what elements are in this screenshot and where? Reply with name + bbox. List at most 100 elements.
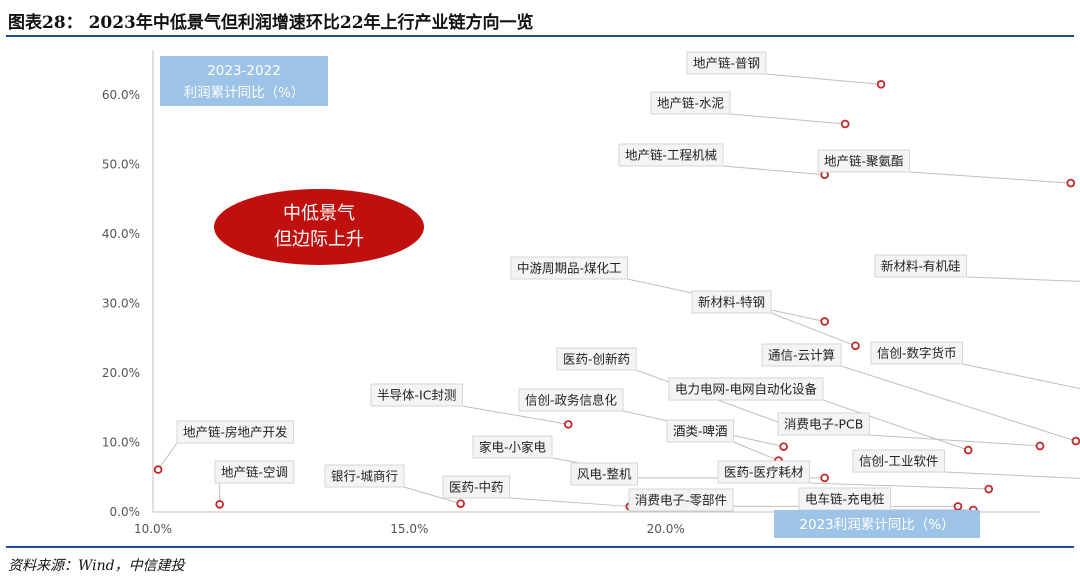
x-axis-title: 2023利润累计同比（%）: [774, 510, 980, 538]
annotation-oval-shape: [214, 189, 424, 265]
data-point: [820, 473, 829, 483]
point-label: 医药-中药: [442, 475, 511, 499]
top-rule: [6, 35, 1074, 37]
scatter-chart: 0.0% 10.0% 20.0% 30.0% 40.0% 50.0% 60.0% 10.0% 1…: [102, 50, 1080, 538]
point-label-box: [817, 149, 911, 173]
point-label: 通信-云计算: [761, 343, 842, 367]
data-point: [984, 484, 994, 494]
data-point: [456, 499, 465, 508]
point-label-text: 新材料-有机硅: [881, 259, 961, 274]
y-axis-title-line: 利润累计同比（%）: [184, 85, 305, 101]
point-label-box: [510, 256, 629, 280]
point-label-text: 信创-工业软件: [859, 454, 939, 469]
x-tick-label: 20.0%: [647, 522, 685, 536]
leader-line: [403, 486, 461, 505]
point-label-box: [650, 91, 731, 115]
point-label-text: 地产链-房地产开发: [183, 425, 288, 440]
point-label: 地产链-水泥: [650, 91, 731, 115]
point-label-text: 银行-城商行: [331, 469, 398, 484]
point-label: 医药-创新药: [556, 347, 637, 371]
annotation-text-line: 但边际上升: [274, 229, 364, 250]
x-tick-label: 10.0%: [134, 522, 172, 536]
y-tick-label: 50.0%: [102, 157, 140, 171]
data-point: [1035, 441, 1045, 451]
point-label: 信创-工业软件: [852, 449, 946, 473]
point-label: 地产链-空调: [214, 460, 295, 484]
point-label-box: [618, 143, 724, 167]
annotation-text-line: 中低景气: [283, 203, 355, 224]
point-label: 医药-医疗耗材: [717, 460, 811, 484]
point-label: 酒类-啤酒: [666, 419, 735, 443]
leader-line: [722, 165, 825, 176]
data-point: [153, 465, 163, 474]
point-label-text: 消费电子-零部件: [635, 493, 727, 508]
data-point: [851, 341, 860, 351]
point-label-text: 半导体-IC封测: [377, 388, 456, 403]
y-tick-label: 0.0%: [110, 505, 141, 519]
data-point: [215, 500, 224, 509]
y-axis-title: 2023-2022 利润累计同比（%）: [160, 56, 328, 106]
data-point: [779, 442, 788, 451]
point-label-box: [870, 341, 964, 365]
leader-line: [157, 442, 178, 470]
point-label-box: [442, 475, 511, 499]
data-point: [953, 502, 963, 511]
leader-line: [809, 482, 989, 490]
point-label-text: 地产链-普钢: [693, 56, 760, 71]
point-label-box: [176, 420, 295, 444]
point-label: 家电-小家电: [472, 435, 553, 459]
point-label: 风电-整机: [570, 462, 639, 486]
point-label: 地产链-房地产开发: [176, 420, 295, 444]
point-label-text: 中游周期品-煤化工: [517, 261, 622, 276]
point-label-text: 医药-创新药: [563, 352, 630, 367]
data-point: [840, 119, 850, 129]
point-label-box: [852, 449, 946, 473]
leader-line: [944, 471, 1080, 479]
leader-line: [770, 312, 856, 347]
point-label: 银行-城商行: [324, 464, 405, 488]
point-label-box: [324, 464, 405, 488]
y-tick-label: 30.0%: [102, 296, 140, 310]
point-label-box: [666, 419, 735, 443]
figure-title: 图表28： 2023年中低景气但利润增速环比22年上行产业链方向一览: [8, 13, 534, 33]
point-label-box: [686, 51, 767, 75]
point-label: 新材料-有机硅: [874, 254, 968, 278]
point-label: 地产链-聚氨酯: [817, 149, 911, 173]
point-label-text: 电车链-充电桩: [805, 492, 885, 507]
point-label-text: 地产链-工程机械: [625, 148, 718, 163]
leader-lines: [157, 73, 1080, 511]
point-label-text: 信创-政务信息化: [525, 393, 618, 408]
point-label-box: [777, 412, 870, 436]
point-label: 电力电网-电网自动化设备: [668, 377, 824, 401]
point-label: 地产链-工程机械: [618, 143, 724, 167]
point-label: 电车链-充电桩: [798, 487, 892, 511]
leader-line: [509, 497, 630, 507]
point-label-box: [214, 460, 295, 484]
point-label-text: 地产链-空调: [221, 465, 288, 480]
y-tick-label: 20.0%: [102, 366, 140, 380]
point-label-box: [370, 383, 463, 407]
point-label: 信创-政务信息化: [518, 388, 624, 412]
data-point: [820, 317, 829, 326]
point-label-box: [691, 290, 772, 314]
point-label-box: [761, 343, 842, 367]
leader-line: [869, 434, 1041, 447]
leader-line: [840, 365, 1077, 442]
point-label-text: 地产链-水泥: [657, 96, 724, 111]
point-label-box: [628, 488, 734, 512]
leader-line: [909, 171, 1071, 184]
point-label-text: 信创-数字货币: [877, 346, 957, 361]
data-point: [876, 80, 886, 89]
data-point: [564, 420, 573, 429]
x-axis-title-box: [774, 510, 980, 538]
point-label-text: 新材料-特钢: [698, 295, 765, 310]
point-label: 地产链-普钢: [686, 51, 767, 75]
leader-line: [822, 399, 969, 451]
y-axis-title-line: 2023-2022: [207, 63, 281, 79]
x-tick-label: 15.0%: [390, 522, 428, 536]
point-label-box: [570, 462, 639, 486]
leader-line: [729, 113, 846, 125]
point-label-text: 医药-中药: [449, 480, 504, 495]
